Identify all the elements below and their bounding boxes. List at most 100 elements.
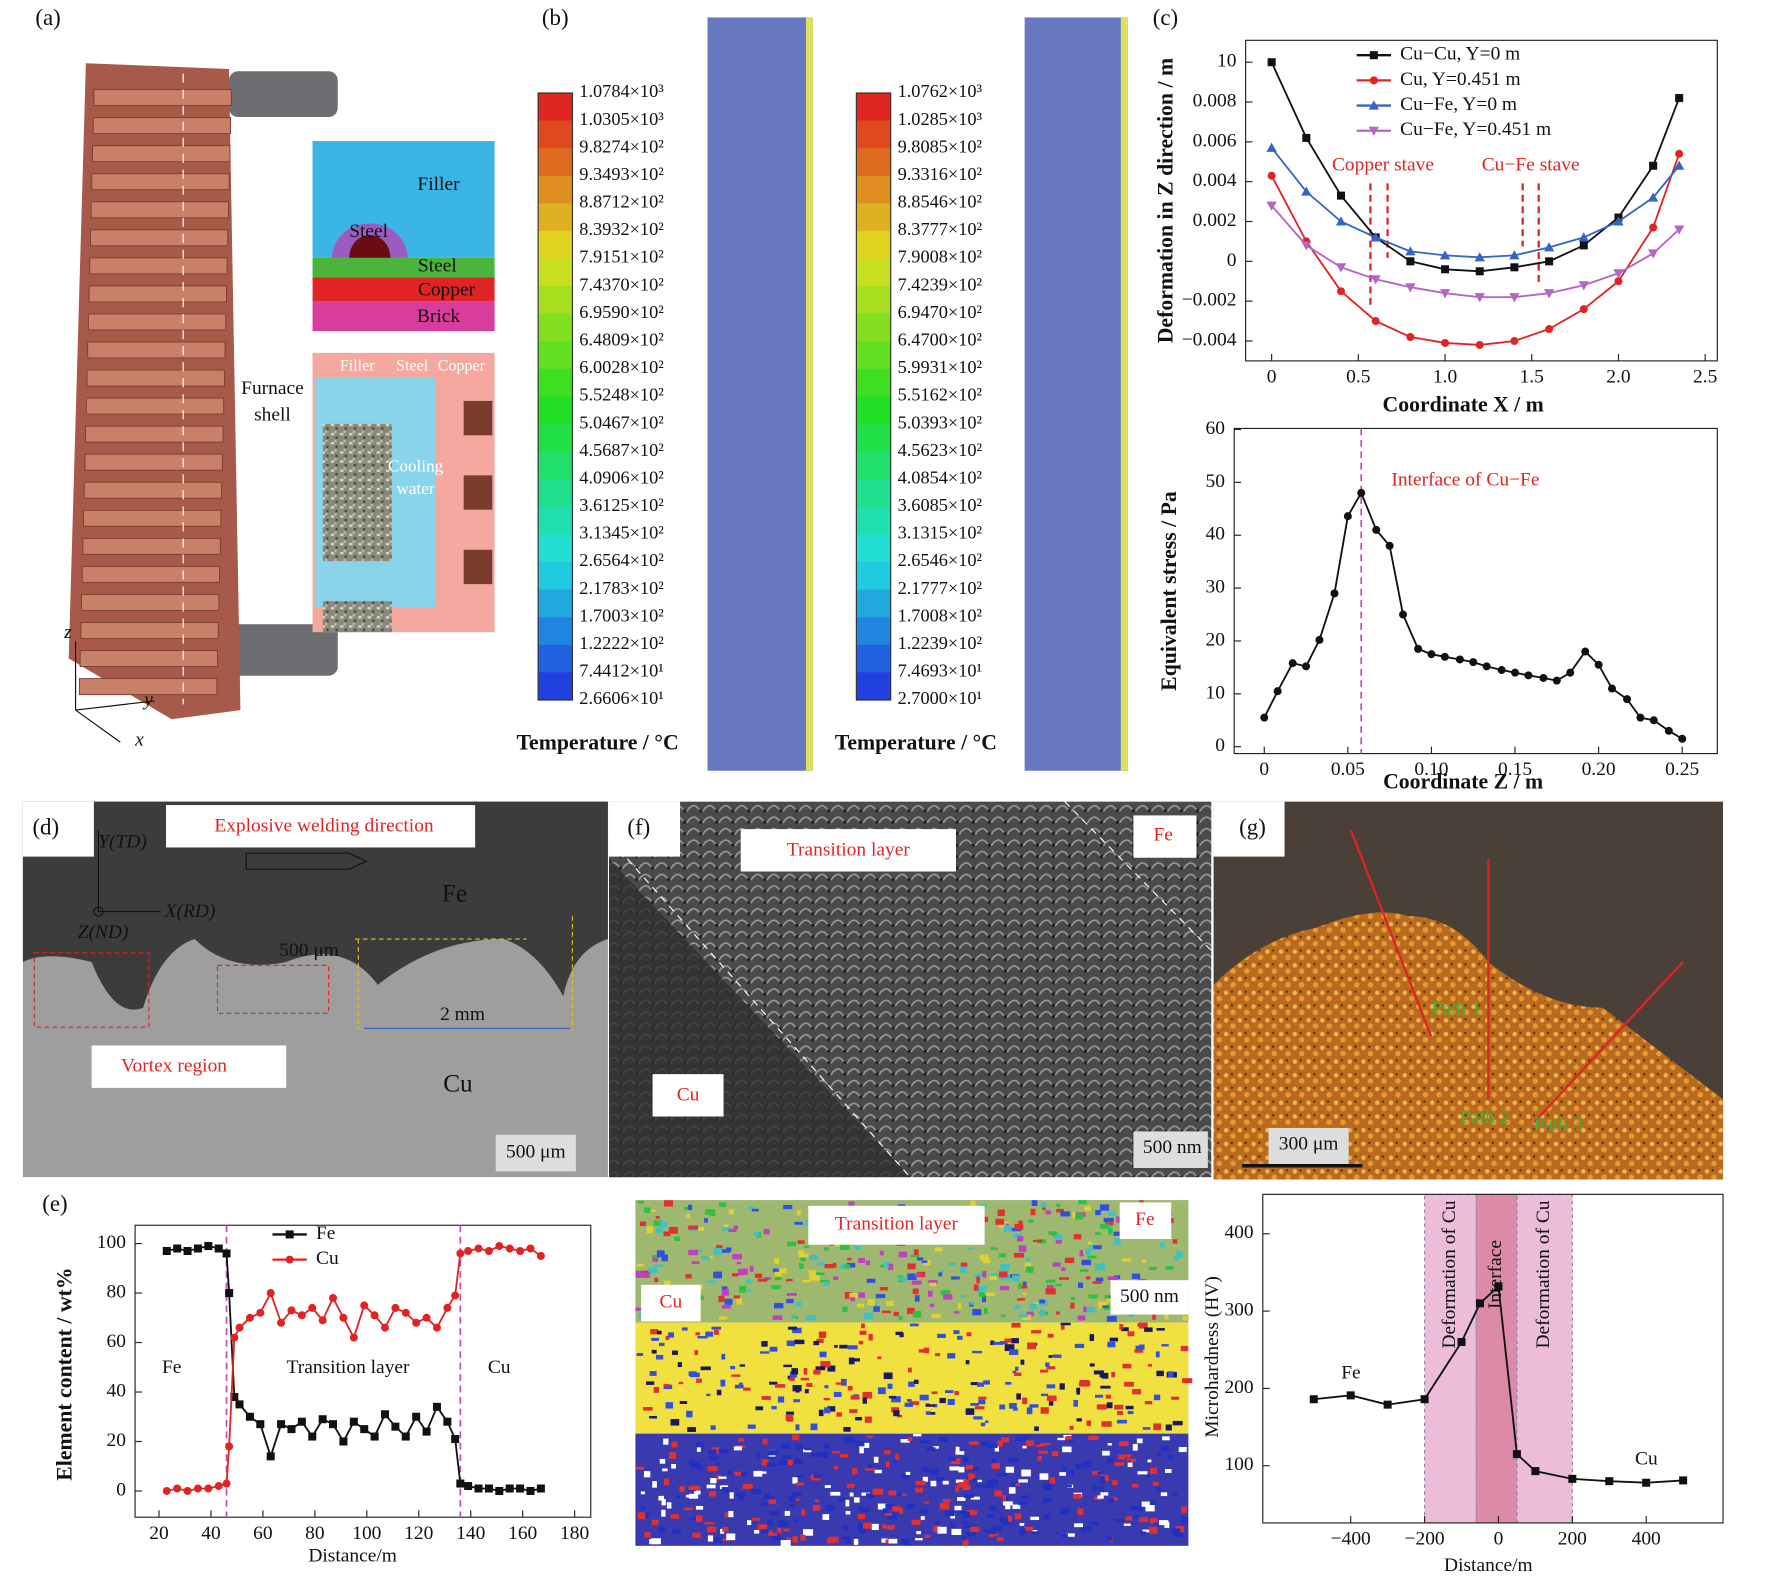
grain bbox=[796, 1210, 801, 1216]
grain bbox=[804, 1447, 812, 1451]
grain bbox=[663, 1200, 674, 1207]
grain bbox=[1113, 1238, 1121, 1245]
axis-letter: y bbox=[142, 689, 153, 710]
grain bbox=[885, 1461, 890, 1468]
layer-label: Transition layer bbox=[835, 1214, 959, 1235]
grain bbox=[823, 1281, 830, 1286]
grain bbox=[701, 1256, 710, 1261]
detail-label: Copper bbox=[438, 357, 486, 374]
point bbox=[1675, 149, 1684, 158]
grain bbox=[1051, 1451, 1059, 1457]
grain bbox=[824, 1485, 831, 1488]
point bbox=[443, 1417, 452, 1426]
grain bbox=[1076, 1387, 1081, 1393]
grain bbox=[686, 1410, 693, 1418]
grain bbox=[640, 1491, 645, 1495]
grain bbox=[651, 1209, 656, 1213]
colorbar-segment bbox=[856, 617, 891, 646]
point bbox=[1266, 201, 1277, 211]
grain bbox=[960, 1262, 968, 1268]
grain bbox=[1014, 1223, 1024, 1230]
colorbar-segment bbox=[538, 230, 573, 260]
grain bbox=[646, 1226, 654, 1234]
point bbox=[1370, 232, 1381, 242]
cu-label: Cu bbox=[443, 1070, 473, 1097]
legend-marker bbox=[285, 1230, 294, 1239]
grain bbox=[694, 1350, 699, 1356]
grain bbox=[833, 1465, 839, 1470]
colorbar-segment bbox=[856, 286, 891, 315]
grain bbox=[753, 1470, 763, 1477]
colorbar-tick-label: 1.7008×10² bbox=[898, 605, 983, 625]
colorbar-tick-label: 2.6606×10¹ bbox=[579, 688, 663, 708]
grain bbox=[668, 1332, 674, 1338]
point bbox=[1649, 716, 1658, 725]
grain bbox=[978, 1396, 987, 1400]
point bbox=[1614, 277, 1623, 286]
grain bbox=[957, 1303, 962, 1309]
grain bbox=[844, 1264, 851, 1269]
grain bbox=[842, 1306, 848, 1313]
grain bbox=[966, 1509, 975, 1516]
grain bbox=[810, 1423, 818, 1431]
grain bbox=[1038, 1450, 1048, 1454]
grain bbox=[849, 1292, 859, 1299]
grain bbox=[1003, 1225, 1012, 1232]
grain bbox=[686, 1213, 691, 1219]
grain bbox=[1047, 1333, 1054, 1338]
point bbox=[225, 1442, 234, 1451]
point bbox=[1301, 186, 1312, 196]
grain bbox=[830, 1491, 841, 1496]
grain bbox=[716, 1389, 722, 1396]
grain bbox=[1021, 1469, 1031, 1477]
y-tick-label: 60 bbox=[1206, 418, 1225, 439]
point bbox=[1343, 512, 1352, 521]
grain bbox=[954, 1505, 962, 1511]
grain bbox=[787, 1326, 797, 1330]
grain bbox=[653, 1220, 663, 1226]
grain bbox=[1085, 1276, 1091, 1280]
grain bbox=[1102, 1450, 1110, 1456]
grain bbox=[1088, 1435, 1099, 1441]
x-tick-label: 0.20 bbox=[1582, 759, 1616, 780]
colorbar-tick-label: 2.1783×10² bbox=[579, 578, 664, 598]
grain bbox=[1117, 1411, 1124, 1416]
point bbox=[1509, 250, 1520, 260]
grain bbox=[794, 1458, 803, 1465]
stave bbox=[68, 63, 241, 720]
grain bbox=[728, 1209, 735, 1215]
y-tick-label: −0.002 bbox=[1182, 290, 1237, 311]
colorbar-tick-label: 2.7000×10¹ bbox=[898, 688, 982, 708]
grain bbox=[1078, 1200, 1087, 1205]
point bbox=[1260, 713, 1269, 722]
grain bbox=[845, 1499, 850, 1507]
layer-label: Steel bbox=[349, 221, 388, 242]
grain bbox=[906, 1503, 915, 1509]
point bbox=[1613, 216, 1624, 226]
grain bbox=[898, 1508, 904, 1514]
grain bbox=[1152, 1313, 1156, 1320]
grain bbox=[747, 1289, 752, 1293]
grain bbox=[795, 1301, 802, 1307]
grain bbox=[740, 1472, 747, 1476]
colorbar-segment bbox=[856, 451, 891, 480]
grain bbox=[978, 1399, 986, 1405]
grain bbox=[848, 1201, 855, 1206]
colorbar-tick-label: 9.8274×10² bbox=[579, 136, 664, 156]
stave-rib bbox=[82, 537, 221, 555]
ebsd-middle bbox=[635, 1322, 1189, 1434]
grain bbox=[636, 1263, 644, 1267]
grain bbox=[930, 1469, 939, 1475]
x-tick-label: 40 bbox=[201, 1523, 220, 1544]
grain bbox=[668, 1226, 678, 1234]
y-tick-label: 0 bbox=[116, 1479, 126, 1500]
stave-rib bbox=[88, 285, 227, 303]
grain bbox=[891, 1396, 901, 1403]
grain bbox=[724, 1298, 733, 1305]
grain bbox=[914, 1295, 920, 1302]
grain bbox=[718, 1448, 729, 1454]
grain bbox=[926, 1447, 936, 1452]
grain bbox=[846, 1538, 851, 1544]
grain bbox=[1074, 1343, 1085, 1349]
grain bbox=[635, 1307, 641, 1311]
